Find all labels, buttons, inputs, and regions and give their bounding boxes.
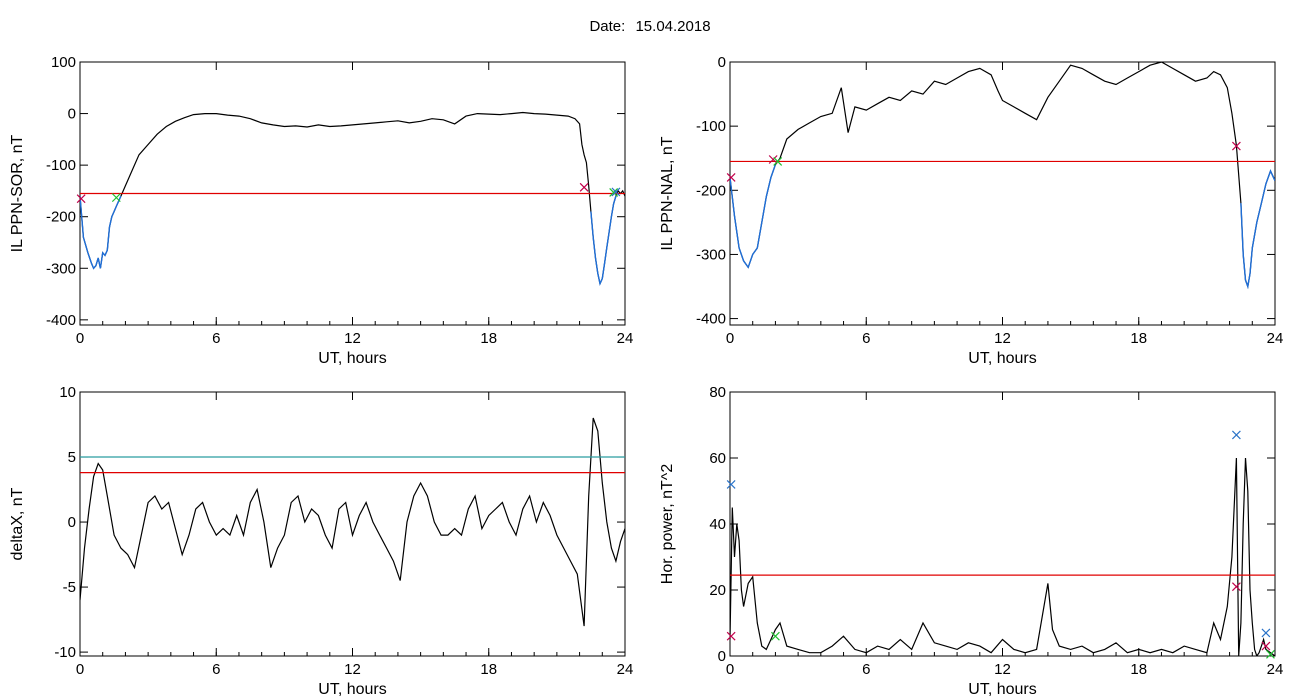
series-line bbox=[730, 62, 1275, 289]
below-threshold-segment bbox=[1240, 169, 1275, 290]
y-tick-label: -200 bbox=[696, 182, 726, 199]
x-tick-label: 0 bbox=[76, 661, 84, 678]
y-tick-label: 0 bbox=[68, 106, 76, 123]
marker bbox=[1231, 582, 1241, 592]
y-tick-label: -300 bbox=[696, 246, 726, 263]
x-axis-label: UT, hours bbox=[318, 681, 386, 698]
date-label: Date: bbox=[589, 18, 626, 35]
y-tick-label: -10 bbox=[54, 644, 76, 661]
below-threshold-segment bbox=[730, 164, 777, 269]
marker bbox=[1231, 141, 1241, 151]
chart-panel-4: 0 6 12 18 24 80 60 40 20 0 UT, hours Hor. power, nT… bbox=[659, 384, 1283, 698]
plot-frame bbox=[729, 61, 1276, 326]
series-line bbox=[80, 417, 625, 627]
y-axis-label: Hor. power, nT^2 bbox=[659, 464, 676, 585]
x-axis-label: UT, hours bbox=[318, 350, 386, 367]
x-tick-label: 6 bbox=[212, 661, 220, 678]
x-axis-label: UT, hours bbox=[968, 681, 1036, 698]
marker bbox=[579, 182, 589, 192]
x-tick-label: 24 bbox=[617, 661, 634, 678]
y-tick-label: -200 bbox=[46, 209, 76, 226]
x-tick-label: 6 bbox=[862, 330, 870, 347]
y-tick-label: 5 bbox=[68, 449, 76, 466]
y-tick-label: -400 bbox=[696, 311, 726, 328]
plot-frame bbox=[79, 391, 626, 657]
marker bbox=[768, 155, 778, 164]
plot-area bbox=[80, 111, 625, 286]
marker bbox=[1266, 649, 1275, 659]
marker bbox=[726, 631, 736, 641]
marker bbox=[726, 173, 736, 182]
y-tick-label: -100 bbox=[696, 118, 726, 135]
y-tick-label: 0 bbox=[718, 54, 726, 71]
x-tick-label: 0 bbox=[726, 330, 734, 347]
y-tick-label: 80 bbox=[709, 384, 726, 401]
marker bbox=[770, 631, 780, 641]
y-tick-label: -300 bbox=[46, 260, 76, 277]
x-tick-label: 6 bbox=[862, 661, 870, 678]
date-value: 15.04.2018 bbox=[635, 18, 711, 35]
series-line bbox=[80, 111, 625, 286]
marker bbox=[726, 479, 736, 489]
y-tick-label: 0 bbox=[68, 514, 76, 531]
x-axis-label: UT, hours bbox=[968, 350, 1036, 367]
y-tick-label: 100 bbox=[51, 54, 76, 71]
x-tick-label: 24 bbox=[1267, 661, 1284, 678]
y-axis-label: IL PPN-NAL, nT bbox=[659, 136, 676, 250]
y-axis-label: deltaX, nT bbox=[9, 487, 26, 560]
y-tick-label: 60 bbox=[709, 450, 726, 467]
plot-area bbox=[730, 457, 1275, 656]
y-tick-label: 20 bbox=[709, 582, 726, 599]
x-tick-label: 24 bbox=[1267, 330, 1284, 347]
x-tick-label: 12 bbox=[344, 330, 361, 347]
marker bbox=[76, 194, 86, 204]
x-tick-label: 18 bbox=[1130, 661, 1147, 678]
x-tick-label: 24 bbox=[617, 330, 634, 347]
plot-area bbox=[80, 417, 625, 627]
marker bbox=[1231, 430, 1241, 440]
marker bbox=[773, 157, 783, 166]
chart-panel-1: 0 6 12 18 24 100 0 -100 -200 -300 -400 UT, hours IL … bbox=[9, 54, 633, 367]
y-tick-label: 0 bbox=[718, 648, 726, 665]
x-tick-label: 12 bbox=[344, 661, 361, 678]
page-title: Date: 15.04.2018 bbox=[0, 18, 1300, 35]
x-tick-label: 12 bbox=[994, 661, 1011, 678]
plot-area bbox=[730, 62, 1275, 290]
x-tick-label: 0 bbox=[76, 330, 84, 347]
y-tick-label: -100 bbox=[46, 157, 76, 174]
series-line bbox=[730, 457, 1275, 656]
marker bbox=[611, 187, 621, 197]
x-tick-label: 18 bbox=[480, 661, 497, 678]
x-tick-label: 6 bbox=[212, 330, 220, 347]
below-threshold-segment bbox=[590, 195, 617, 286]
y-axis-label: IL PPN-SOR, nT bbox=[9, 134, 26, 252]
below-threshold-segment bbox=[80, 195, 122, 270]
plot-frame bbox=[729, 391, 1276, 657]
x-tick-label: 12 bbox=[994, 330, 1011, 347]
marker bbox=[111, 193, 121, 203]
marker bbox=[1261, 628, 1271, 638]
y-tick-label: -5 bbox=[63, 579, 76, 596]
marker bbox=[1261, 641, 1271, 651]
x-tick-label: 18 bbox=[480, 330, 497, 347]
y-tick-label: -400 bbox=[46, 312, 76, 329]
chart-panel-3: 0 6 12 18 24 10 5 0 -5 -10 UT, hours deltaX, nT bbox=[9, 384, 633, 698]
x-tick-label: 18 bbox=[1130, 330, 1147, 347]
y-tick-label: 40 bbox=[709, 516, 726, 533]
y-tick-label: 10 bbox=[59, 384, 76, 401]
chart-panel-2: 0 6 12 18 24 0 -100 -200 -300 -400 UT, hours IL PPN… bbox=[659, 54, 1283, 367]
marker bbox=[609, 188, 619, 197]
x-tick-label: 0 bbox=[726, 661, 734, 678]
